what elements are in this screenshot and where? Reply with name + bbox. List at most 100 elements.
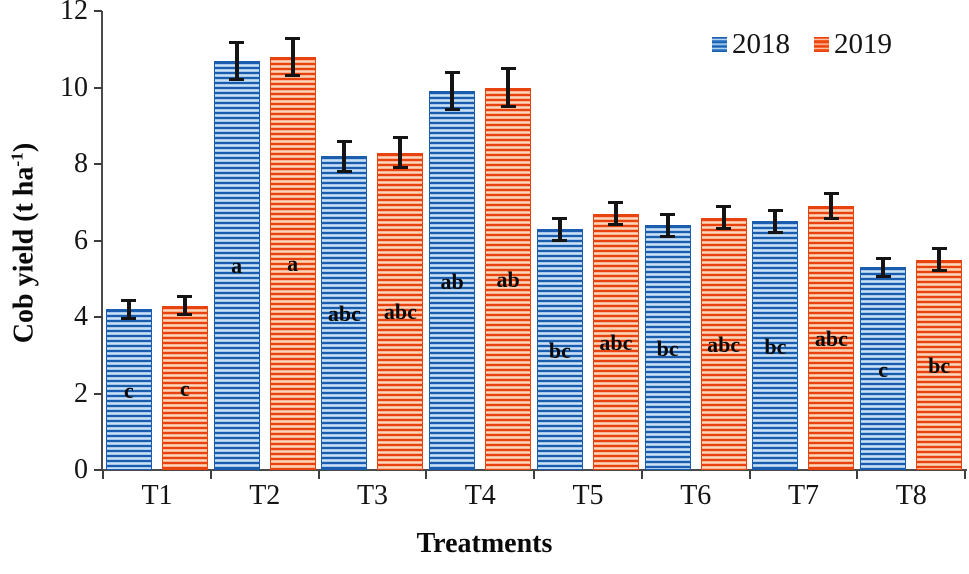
error-cap-bottom-2018-T8 xyxy=(875,274,891,278)
x-tick-label-T8: T8 xyxy=(895,480,927,511)
error-bar-2019-T5 xyxy=(613,202,618,226)
sig-label-2018-T3: abc xyxy=(327,301,361,327)
error-bar-2018-T6 xyxy=(665,213,670,237)
error-cap-top-2018-T8 xyxy=(875,256,891,260)
error-bar-2018-T3 xyxy=(342,141,347,172)
bar-2019-T7: abc xyxy=(808,206,855,470)
error-bar-2018-T7 xyxy=(773,209,778,233)
error-cap-bottom-2018-T6 xyxy=(660,234,676,238)
error-bar-2019-T3 xyxy=(398,137,403,168)
y-tick-8 xyxy=(94,163,102,165)
x-tick-7 xyxy=(856,471,859,479)
error-bar-2018-T4 xyxy=(450,72,455,111)
y-tick-12 xyxy=(94,10,102,12)
bar-2019-T2: a xyxy=(269,56,316,470)
error-cap-top-2018-T3 xyxy=(336,140,352,144)
bar-2019-T3: abc xyxy=(377,152,424,470)
sig-label-2018-T7: bc xyxy=(764,333,787,359)
sig-label-2018-T4: ab xyxy=(440,268,464,294)
x-tick-4 xyxy=(533,471,535,479)
error-cap-bottom-2019-T6 xyxy=(716,227,732,231)
x-tick-label-T7: T7 xyxy=(787,480,820,511)
x-tick-6 xyxy=(748,471,751,479)
x-tick-3 xyxy=(425,471,428,479)
error-cap-bottom-2019-T3 xyxy=(392,165,408,169)
bar-2018-T4: ab xyxy=(429,91,476,470)
legend-item-2018: 2018 xyxy=(712,30,790,59)
bar-2018-T6: bc xyxy=(644,225,691,470)
x-tick-label-T5: T5 xyxy=(572,480,604,511)
y-tick-4 xyxy=(94,316,102,318)
sig-label-2019-T3: abc xyxy=(383,299,417,325)
error-bar-2018-T5 xyxy=(557,217,562,241)
legend-item-2019: 2019 xyxy=(814,30,892,59)
error-cap-bottom-2019-T4 xyxy=(500,104,516,108)
legend-label-2018: 2018 xyxy=(732,28,790,60)
y-tick-label-0: 0 xyxy=(74,454,88,485)
error-cap-top-2019-T4 xyxy=(500,67,516,71)
sig-label-2019-T4: ab xyxy=(496,266,520,292)
x-tick-label-T4: T4 xyxy=(464,480,496,511)
y-tick-label-12: 12 xyxy=(60,0,88,26)
x-tick-0 xyxy=(102,471,104,479)
sig-label-2019-T2: a xyxy=(287,251,299,277)
bar-2019-T6: abc xyxy=(700,217,747,470)
y-tick-label-10: 10 xyxy=(60,71,88,103)
error-bar-2019-T1 xyxy=(182,295,187,316)
error-cap-bottom-2019-T8 xyxy=(931,269,947,273)
error-cap-top-2019-T3 xyxy=(392,136,408,140)
sig-label-2018-T1: c xyxy=(123,377,134,403)
sig-label-2018-T8: c xyxy=(878,356,888,382)
y-tick-10 xyxy=(94,86,102,89)
error-cap-top-2018-T1 xyxy=(121,298,137,302)
sig-label-2019-T8: bc xyxy=(928,352,951,378)
error-cap-top-2019-T1 xyxy=(177,294,193,298)
x-axis-line xyxy=(101,469,967,471)
sig-label-2019-T5: abc xyxy=(599,329,633,355)
error-cap-bottom-2019-T2 xyxy=(285,74,301,78)
x-tick-1 xyxy=(209,471,212,479)
error-cap-top-2019-T6 xyxy=(716,205,732,209)
error-cap-top-2018-T5 xyxy=(552,216,568,220)
error-cap-top-2019-T2 xyxy=(285,36,301,40)
error-bar-2019-T7 xyxy=(829,192,834,220)
error-cap-bottom-2019-T1 xyxy=(177,313,193,317)
y-tick-0 xyxy=(94,469,102,471)
legend-swatch-2019-icon xyxy=(814,37,829,52)
x-tick-label-T1: T1 xyxy=(141,480,173,511)
error-bar-2019-T8 xyxy=(937,248,942,272)
y-tick-2 xyxy=(94,392,102,395)
error-bar-2019-T6 xyxy=(721,206,726,229)
bar-2018-T5: bc xyxy=(536,229,583,470)
error-cap-bottom-2018-T4 xyxy=(444,108,460,112)
legend-swatch-2018-icon xyxy=(712,37,727,52)
x-tick-2 xyxy=(317,471,320,479)
bar-2019-T1: c xyxy=(161,305,208,470)
y-tick-label-2: 2 xyxy=(74,377,88,409)
bar-2019-T4: ab xyxy=(485,87,532,470)
bar-2018-T2: a xyxy=(213,60,260,470)
error-bar-2019-T4 xyxy=(506,68,511,107)
error-cap-top-2019-T5 xyxy=(608,201,624,205)
error-cap-top-2019-T7 xyxy=(823,191,839,195)
error-cap-top-2018-T7 xyxy=(767,208,783,212)
bar-2018-T3: abc xyxy=(321,156,368,470)
sig-label-2018-T5: bc xyxy=(548,337,571,363)
error-bar-2018-T8 xyxy=(881,257,886,277)
error-cap-bottom-2018-T3 xyxy=(336,169,352,173)
error-cap-bottom-2018-T2 xyxy=(229,77,245,81)
sig-label-2019-T7: abc xyxy=(814,326,848,352)
sig-label-2018-T6: bc xyxy=(656,335,679,361)
y-axis-line xyxy=(101,11,103,470)
error-bar-2018-T1 xyxy=(126,299,131,319)
error-cap-bottom-2018-T5 xyxy=(552,238,568,242)
bar-2018-T7: bc xyxy=(752,221,799,470)
x-tick-label-T3: T3 xyxy=(356,480,389,511)
chart-legend: 2018 2019 xyxy=(712,30,892,59)
y-tick-label-4: 4 xyxy=(74,301,88,332)
error-cap-bottom-2019-T7 xyxy=(823,217,839,221)
bar-2019-T8: bc xyxy=(916,259,963,470)
bar-2018-T1: c xyxy=(105,309,152,470)
error-bar-2019-T2 xyxy=(290,37,295,77)
